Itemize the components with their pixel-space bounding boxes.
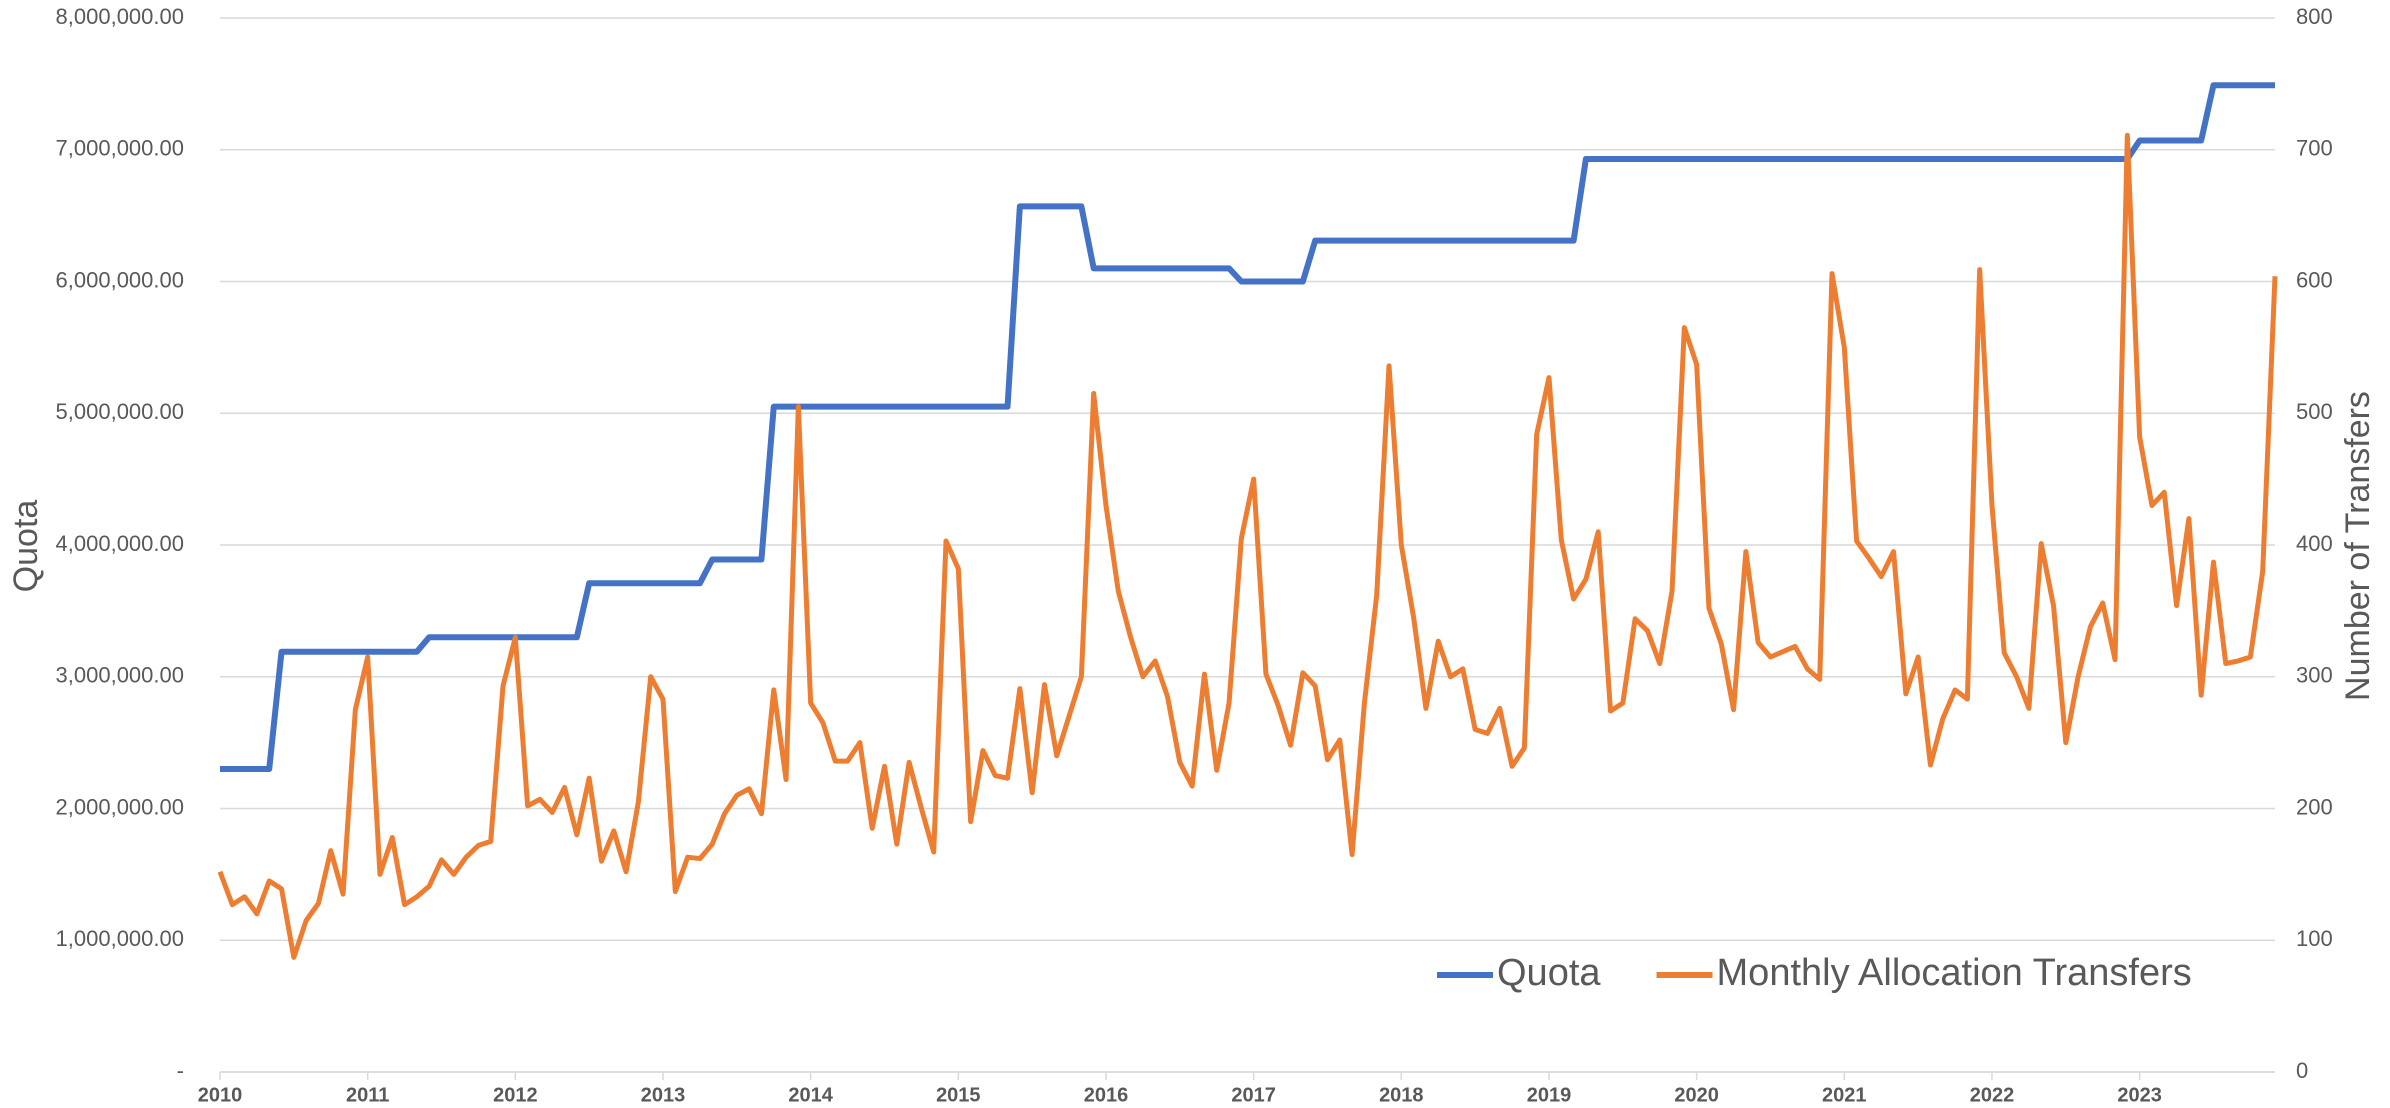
y-tick-label: 4,000,000.00 [56, 531, 184, 556]
y-tick-label: 6,000,000.00 [56, 267, 184, 292]
x-tick-label: 2020 [1674, 1084, 1719, 1106]
y-tick-label: 3,000,000.00 [56, 663, 184, 688]
y-tick-label: - [177, 1058, 184, 1083]
y2-tick-label: 700 [2296, 136, 2333, 161]
y-tick-label: 5,000,000.00 [56, 399, 184, 424]
x-tick-label: 2011 [346, 1084, 389, 1106]
legend-label: Monthly Allocation Transfers [1717, 952, 2192, 994]
y-tick-label: 2,000,000.00 [56, 794, 184, 819]
x-tick-label: 2023 [2117, 1084, 2162, 1106]
y2-tick-label: 300 [2296, 663, 2333, 688]
y2-tick-label: 200 [2296, 794, 2333, 819]
y2-tick-label: 600 [2296, 267, 2333, 292]
y2-tick-label: 100 [2296, 926, 2333, 951]
x-tick-label: 2021 [1822, 1084, 1867, 1106]
x-tick-label: 2016 [1084, 1084, 1129, 1106]
y2-tick-label: 500 [2296, 399, 2333, 424]
series-line [217, 132, 2278, 960]
x-tick-label: 2018 [1379, 1084, 1424, 1106]
series-line [220, 82, 2275, 772]
y-tick-label: 1,000,000.00 [56, 926, 184, 951]
y2-axis-title: Number of Transfers [2339, 391, 2377, 701]
legend-label: Quota [1497, 952, 1601, 994]
x-tick-label: 2015 [936, 1084, 981, 1106]
y2-tick-label: 800 [2296, 4, 2333, 29]
x-tick-label: 2013 [641, 1084, 686, 1106]
y2-tick-label: 0 [2296, 1058, 2308, 1083]
x-tick-label: 2022 [1970, 1084, 2015, 1106]
y-tick-label: 7,000,000.00 [56, 136, 184, 161]
x-tick-label: 2010 [198, 1084, 243, 1106]
y2-tick-label: 400 [2296, 531, 2333, 556]
y-tick-label: 8,000,000.00 [56, 4, 184, 29]
x-tick-label: 2012 [493, 1084, 538, 1106]
y-axis-title: Quota [7, 500, 45, 593]
x-tick-label: 2017 [1231, 1084, 1276, 1106]
x-tick-label: 2019 [1527, 1084, 1572, 1106]
x-tick-label: 2014 [788, 1084, 833, 1106]
